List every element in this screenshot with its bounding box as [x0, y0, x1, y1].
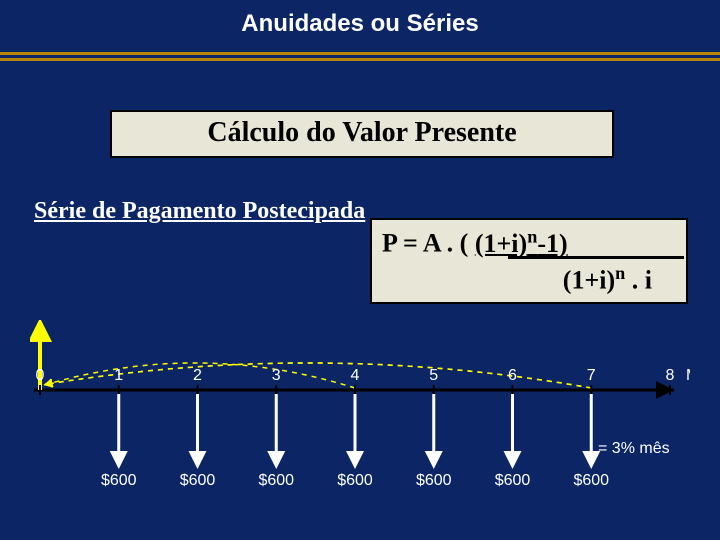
timeline-diagram: 0 1 2 3 4 5 6 7 8 Meses $600 $600 $600 $600 $600 $600 $6…	[30, 320, 690, 520]
svg-text:1: 1	[114, 367, 123, 384]
fraction-bar	[508, 256, 684, 259]
svg-text:7: 7	[587, 367, 596, 384]
section-label: Série de Pagamento Postecipada	[34, 198, 365, 225]
formula-box: P = A . ( (1+i)n-1) (1+i)n . i	[370, 218, 688, 304]
formula-line1: P = A . ( (1+i)n-1)	[382, 226, 676, 259]
svg-text:$600: $600	[573, 472, 609, 489]
svg-text:3: 3	[272, 367, 281, 384]
svg-text:5: 5	[429, 367, 438, 384]
interest-note: i = 3% mês	[590, 440, 670, 458]
svg-text:8: 8	[666, 367, 675, 384]
svg-text:$600: $600	[180, 472, 216, 489]
svg-text:6: 6	[508, 367, 517, 384]
divider-bottom	[0, 58, 720, 61]
svg-text:Meses: Meses	[686, 367, 690, 384]
svg-text:$600: $600	[416, 472, 452, 489]
svg-text:$600: $600	[495, 472, 531, 489]
page-title: Anuidades ou Séries	[241, 10, 478, 38]
svg-text:2: 2	[193, 367, 202, 384]
svg-text:$600: $600	[101, 472, 137, 489]
subtitle-box: Cálculo do Valor Presente	[110, 110, 614, 158]
svg-text:$600: $600	[337, 472, 373, 489]
formula-line2: (1+i)n . i	[382, 263, 676, 296]
svg-text:$600: $600	[258, 472, 294, 489]
svg-text:4: 4	[351, 367, 360, 384]
divider-top	[0, 52, 720, 55]
svg-text:0: 0	[36, 367, 45, 384]
